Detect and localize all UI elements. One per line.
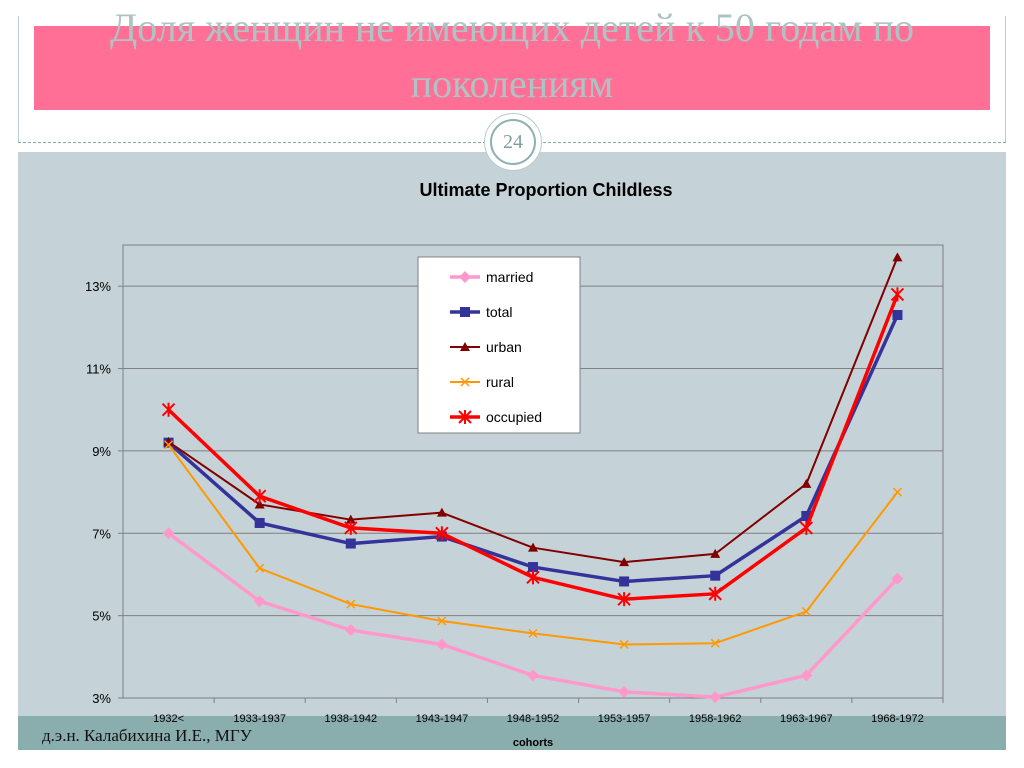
legend-label: rural [486, 374, 514, 390]
data-point-married [344, 624, 357, 637]
data-point-urban [163, 436, 174, 446]
data-point-urban [801, 478, 812, 488]
legend-item-rural: rural [450, 374, 514, 390]
data-point-urban [254, 499, 265, 509]
data-point-rural [801, 606, 811, 617]
y-tick-label: 11% [86, 362, 111, 377]
x-tick-label: 1943-1947 [416, 713, 469, 725]
legend-box [417, 256, 581, 434]
footer-author: д.э.н. Калабихина И.Е., МГУ [42, 726, 252, 745]
y-tick-label: 13% [85, 279, 111, 294]
data-point-occupied [617, 592, 631, 607]
data-point-total [892, 310, 903, 321]
x-tick-label: 1963-1967 [780, 713, 833, 725]
y-tick-label: 3% [92, 691, 111, 706]
legend-marker [459, 271, 471, 283]
data-point-total [801, 510, 812, 521]
page-number-badge: 24 [484, 113, 542, 171]
legend-item-urban: urban [450, 339, 522, 355]
data-point-total [528, 562, 538, 573]
series-occupied [161, 287, 905, 607]
x-tick-label: 1932< [153, 713, 184, 725]
data-point-rural [346, 599, 356, 609]
data-point-rural [437, 616, 447, 626]
data-point-occupied [799, 520, 814, 535]
x-tick-label: 1968-1972 [871, 713, 924, 725]
legend-label: total [486, 304, 512, 320]
footer-band [18, 716, 1006, 750]
data-point-occupied [252, 489, 267, 504]
data-point-rural [164, 440, 174, 450]
data-point-occupied [161, 402, 176, 417]
page-number: 24 [490, 119, 536, 165]
data-point-married [253, 595, 266, 608]
slide-title: Доля женщин не имеющих детей к 50 годам … [110, 5, 914, 106]
data-point-rural [255, 563, 265, 573]
legend-label: urban [486, 339, 522, 355]
data-point-urban [528, 542, 538, 552]
series-urban [163, 252, 903, 567]
data-point-occupied [526, 570, 540, 585]
data-point-urban [436, 507, 447, 517]
x-axis-title: cohorts [513, 737, 553, 749]
legend-marker [460, 342, 470, 351]
data-point-occupied [435, 526, 449, 541]
data-point-total [254, 517, 265, 528]
data-point-total [710, 570, 721, 581]
series-rural [164, 440, 902, 649]
chart-title: Ultimate Proportion Childless [419, 180, 672, 200]
data-point-married [891, 572, 904, 585]
legend-item-occupied: occupied [450, 409, 542, 425]
data-point-rural [528, 628, 538, 638]
slide-frame [18, 16, 1006, 142]
title-band [34, 26, 990, 110]
data-point-occupied [890, 287, 905, 302]
data-point-married [435, 638, 448, 651]
legend-marker [458, 410, 472, 424]
legend-label: married [486, 269, 533, 285]
data-point-occupied [344, 520, 358, 535]
y-tick-label: 9% [92, 444, 111, 459]
data-point-occupied [708, 586, 722, 601]
data-point-married [527, 669, 539, 682]
data-point-married [618, 685, 631, 698]
data-point-rural [892, 487, 902, 497]
data-point-urban [710, 548, 721, 558]
data-point-urban [619, 557, 630, 567]
data-point-urban [892, 252, 903, 262]
data-point-rural [619, 639, 629, 649]
data-point-rural [710, 638, 720, 648]
x-tick-label: 1938-1942 [324, 713, 377, 725]
x-tick-label: 1953-1957 [598, 713, 651, 725]
legend-marker [460, 377, 470, 387]
y-tick-label: 7% [92, 526, 111, 541]
legend-label: occupied [486, 409, 542, 425]
y-tick-label: 5% [92, 609, 111, 624]
data-point-married [800, 669, 813, 682]
legend-item-total: total [450, 304, 512, 320]
data-point-urban [345, 514, 356, 524]
series-married [162, 527, 904, 704]
data-point-married [162, 527, 175, 540]
data-point-total [619, 576, 630, 587]
legend-marker [460, 307, 470, 317]
x-tick-label: 1933-1937 [233, 713, 286, 725]
x-tick-label: 1948-1952 [507, 713, 560, 725]
data-point-total [345, 538, 356, 549]
x-tick-label: 1958-1962 [689, 713, 742, 725]
data-point-married [709, 691, 722, 704]
legend-item-married: married [450, 269, 533, 285]
